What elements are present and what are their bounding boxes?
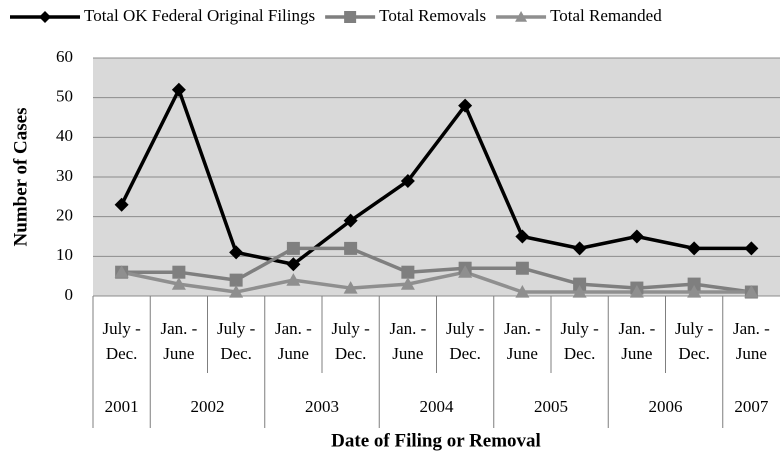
- x-tick-label: Jan. -: [618, 319, 655, 338]
- x-tick-label: June: [278, 344, 309, 363]
- data-point: [171, 277, 186, 290]
- legend-marker: [344, 11, 357, 23]
- group-label: 2004: [420, 397, 455, 416]
- data-point: [286, 273, 301, 286]
- group-label: 2006: [649, 397, 683, 416]
- data-point: [229, 273, 243, 287]
- x-tick-label: Jan. -: [160, 319, 197, 338]
- data-point: [572, 241, 587, 256]
- x-tick-label: Jan. -: [275, 319, 312, 338]
- data-point: [172, 265, 186, 279]
- data-point: [515, 285, 530, 298]
- x-tick-label: June: [507, 344, 538, 363]
- data-point: [629, 229, 644, 244]
- data-point: [229, 285, 244, 298]
- x-tick-label: July -: [561, 319, 600, 338]
- series-line: [120, 87, 752, 267]
- data-point: [400, 173, 415, 188]
- data-point: [171, 82, 186, 97]
- data-point: [343, 281, 358, 294]
- y-tick-label: 20: [56, 206, 73, 225]
- x-tick-label: Dec.: [564, 344, 596, 363]
- x-tick-label: Jan. -: [733, 319, 770, 338]
- legend-label: Total OK Federal Original Filings: [84, 6, 315, 25]
- y-tick-label: 0: [65, 285, 74, 304]
- x-tick-label: Dec.: [335, 344, 367, 363]
- y-tick-label: 30: [56, 166, 73, 185]
- y-tick-label: 10: [56, 245, 73, 264]
- data-point: [114, 265, 129, 278]
- data-point: [572, 285, 587, 298]
- x-tick-label: June: [736, 344, 767, 363]
- y-tick-label: 40: [56, 126, 73, 145]
- x-tick-label: Dec.: [449, 344, 481, 363]
- x-tick-label: Dec.: [106, 344, 138, 363]
- legend-marker: [39, 11, 51, 23]
- data-point: [515, 229, 530, 244]
- data-point: [229, 245, 244, 260]
- y-tick-label: 60: [56, 47, 73, 66]
- group-label: 2003: [305, 397, 339, 416]
- data-point: [344, 241, 358, 255]
- data-point: [343, 213, 358, 228]
- data-point: [687, 285, 702, 298]
- group-label: 2007: [734, 397, 769, 416]
- data-point: [286, 257, 301, 272]
- x-tick-label: Dec.: [220, 344, 252, 363]
- x-tick-label: June: [163, 344, 194, 363]
- x-tick-label: July -: [103, 319, 142, 338]
- series-line: [121, 246, 752, 294]
- data-point: [114, 197, 129, 212]
- data-point: [573, 277, 587, 291]
- legend-marker: [515, 11, 528, 22]
- data-point: [458, 98, 473, 113]
- data-point: [400, 277, 415, 290]
- group-label: 2005: [534, 397, 568, 416]
- legend-label: Total Remanded: [550, 6, 662, 25]
- data-point: [687, 277, 701, 291]
- data-point: [687, 241, 702, 256]
- data-point: [458, 265, 473, 278]
- x-tick-label: Dec.: [678, 344, 710, 363]
- data-point: [401, 265, 415, 279]
- x-tick-label: June: [392, 344, 423, 363]
- x-tick-label: June: [621, 344, 652, 363]
- x-tick-label: July -: [332, 319, 371, 338]
- x-tick-label: July -: [217, 319, 256, 338]
- series-line: [121, 270, 752, 294]
- legend-label: Total Removals: [379, 6, 486, 25]
- x-tick-label: Jan. -: [389, 319, 426, 338]
- x-tick-label: Jan. -: [504, 319, 541, 338]
- data-point: [744, 241, 759, 256]
- data-point: [515, 261, 529, 275]
- data-point: [286, 241, 300, 255]
- group-label: 2002: [191, 397, 225, 416]
- x-tick-label: July -: [446, 319, 485, 338]
- y-tick-label: 50: [56, 87, 73, 106]
- data-point: [744, 285, 759, 298]
- y-axis-title: Number of Cases: [10, 108, 31, 247]
- data-point: [629, 285, 644, 298]
- group-label: 2001: [105, 397, 139, 416]
- x-axis-title: Date of Filing or Removal: [331, 430, 541, 451]
- x-tick-label: July -: [675, 319, 714, 338]
